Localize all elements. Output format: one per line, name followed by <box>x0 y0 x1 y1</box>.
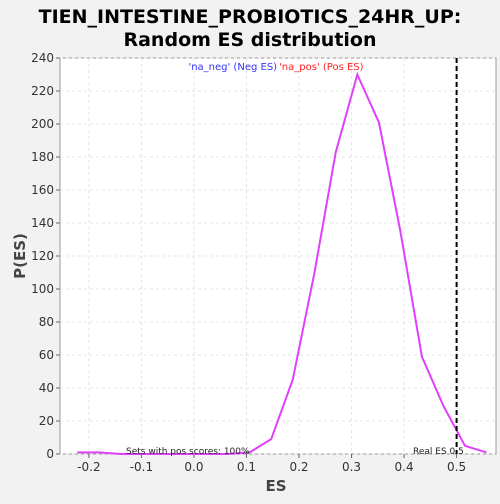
y-tick-label: 80 <box>39 315 54 329</box>
real-es-label: Real ES 0.5 <box>413 447 464 457</box>
y-tick-label: 100 <box>31 282 54 296</box>
annotation-pos-scores: Sets with pos scores: 100% <box>126 447 250 457</box>
y-tick-label: 0 <box>46 447 54 461</box>
legend-entry-neg: 'na_neg' (Neg ES) <box>188 62 277 73</box>
x-tick-label: -0.1 <box>130 460 153 474</box>
axis-ticks: 0 20 40 60 80 100 120 140 160 180 200 220 240 -0.2 -0.… <box>31 51 466 474</box>
series-layer <box>77 71 487 455</box>
y-tick-label: 20 <box>39 414 54 428</box>
x-tick-label: 0.0 <box>184 460 203 474</box>
legend-entry-pos: 'na_pos' (Pos ES) <box>279 62 364 73</box>
x-tick-label: -0.2 <box>77 460 100 474</box>
x-tick-label: 0.3 <box>342 460 361 474</box>
y-tick-label: 160 <box>31 183 54 197</box>
chart-title-line2: Random ES distribution <box>123 29 376 51</box>
x-tick-label: 0.5 <box>447 460 466 474</box>
y-tick-label: 120 <box>31 249 54 263</box>
series-line <box>77 71 487 455</box>
y-tick-label: 180 <box>31 150 54 164</box>
y-tick-label: 240 <box>31 51 54 65</box>
y-axis-label: P(ES) <box>11 233 29 279</box>
y-tick-label: 220 <box>31 84 54 98</box>
y-tick-label: 140 <box>31 216 54 230</box>
chart-title-line1: TIEN_INTESTINE_PROBIOTICS_24HR_UP: <box>39 6 462 28</box>
x-tick-label: 0.1 <box>237 460 256 474</box>
y-tick-label: 60 <box>39 348 54 362</box>
x-tick-label: 0.2 <box>289 460 308 474</box>
y-tick-label: 200 <box>31 117 54 131</box>
x-axis-label: ES <box>265 477 286 495</box>
y-tick-label: 40 <box>39 381 54 395</box>
x-tick-label: 0.4 <box>395 460 414 474</box>
